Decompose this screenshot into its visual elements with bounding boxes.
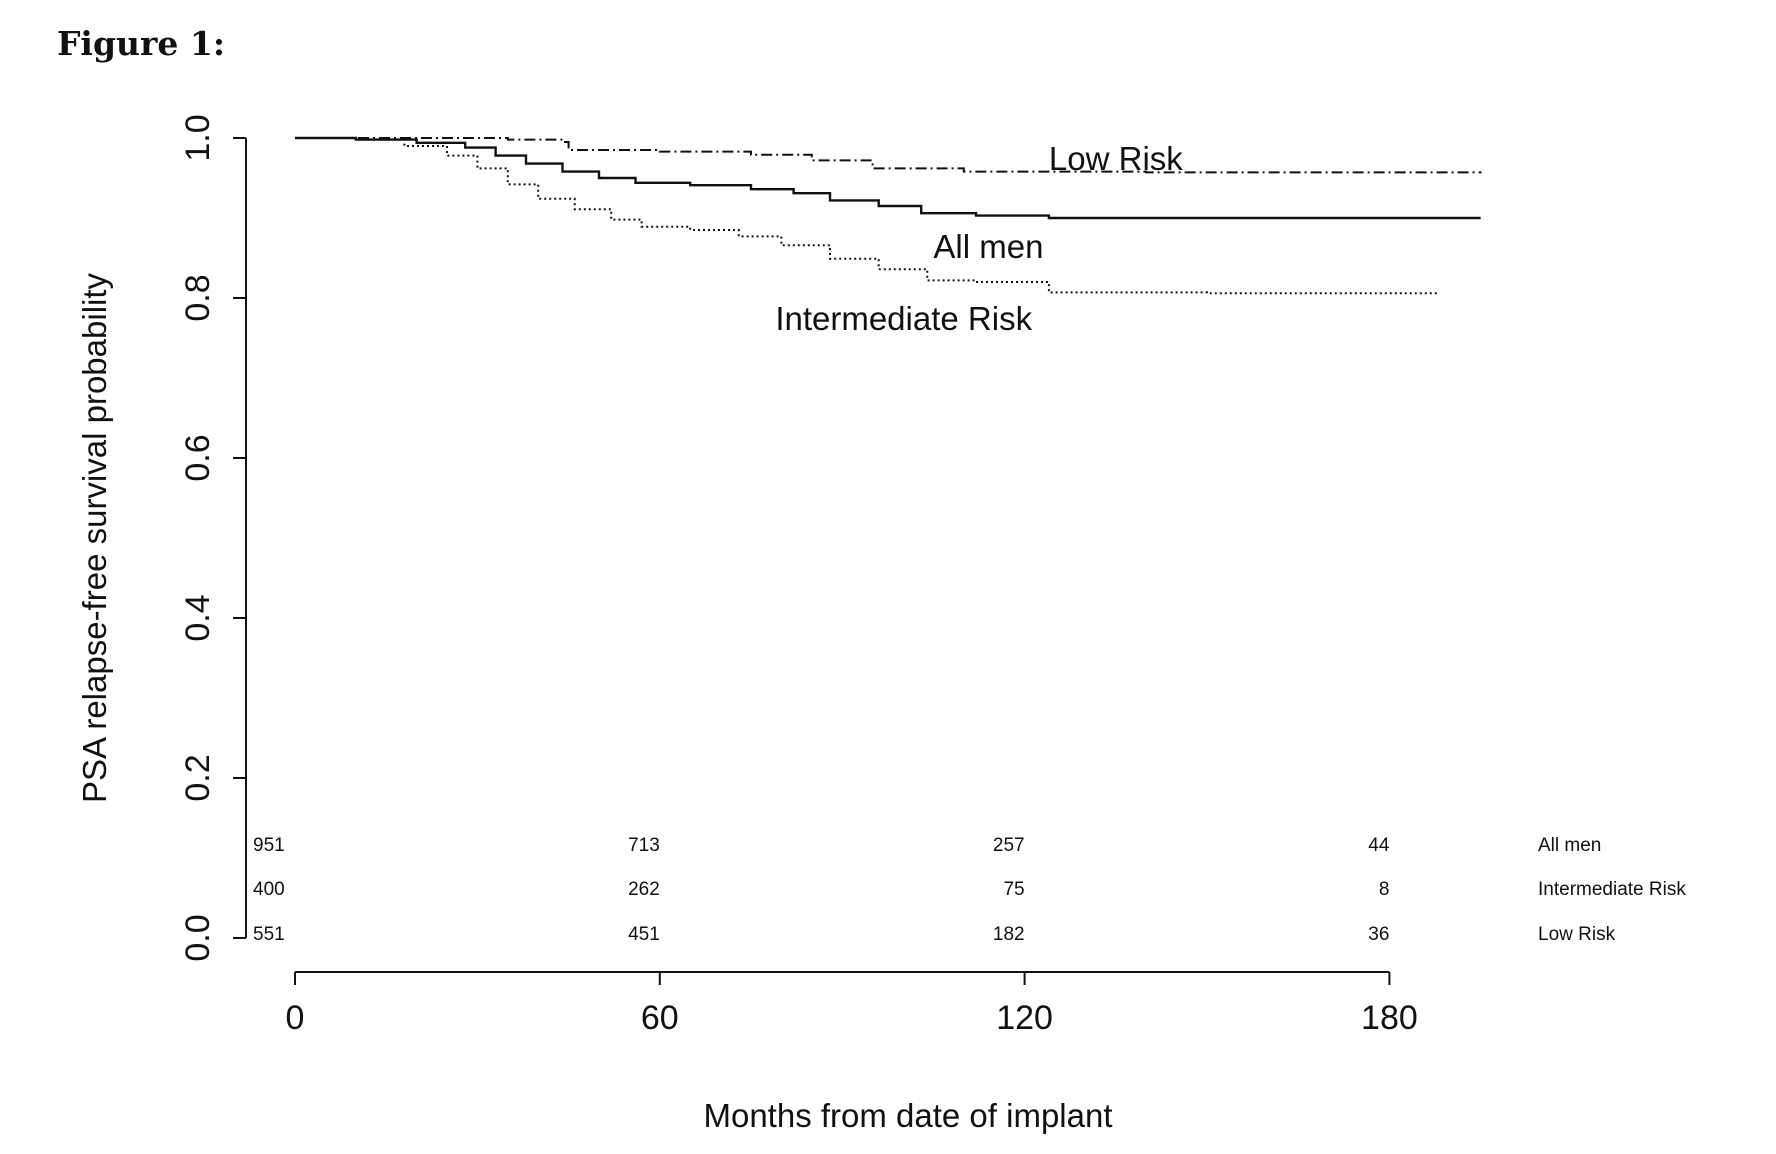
x-tick-label: 180 [1361, 999, 1418, 1037]
risk-count: 551 [253, 924, 285, 945]
risk-count: 182 [993, 924, 1025, 945]
risk-count: 44 [1368, 835, 1390, 856]
risk-row-label: All men [1538, 835, 1601, 856]
y-tick-label: 0.0 [179, 914, 217, 961]
risk-count: 713 [628, 835, 660, 856]
y-tick-label: 1.0 [179, 114, 217, 161]
risk-row-label: Low Risk [1538, 924, 1616, 945]
risk-count: 400 [253, 879, 285, 900]
y-axis-title: PSA relapse-free survival probability [76, 272, 113, 803]
risk-row-label: Intermediate Risk [1538, 879, 1686, 900]
risk-count: 257 [993, 835, 1025, 856]
risk-count: 262 [628, 879, 660, 900]
risk-count: 451 [628, 924, 660, 945]
y-tick-label: 0.6 [179, 434, 217, 481]
risk-count: 36 [1368, 924, 1389, 945]
x-axis-title: Months from date of implant [703, 1097, 1112, 1134]
x-tick-label: 120 [996, 999, 1053, 1037]
risk-count: 75 [1003, 879, 1024, 900]
y-tick-label: 0.4 [179, 594, 217, 641]
risk-count: 8 [1379, 879, 1390, 900]
curves [295, 136, 1482, 295]
axes: 0.0 0.2 0.4 0.6 0.8 1.0 0 60 120 180 [179, 114, 1418, 1037]
x-tick-label: 0 [286, 999, 305, 1037]
curve-label-intermediate-risk: Intermediate Risk [775, 300, 1032, 337]
y-tick-label: 0.8 [179, 274, 217, 321]
curve-labels: Low Risk All men Intermediate Risk [775, 140, 1183, 337]
curve-label-all-men: All men [933, 228, 1043, 265]
series-line-intermediate-risk [295, 137, 1438, 295]
x-tick-label: 60 [641, 999, 679, 1037]
risk-table: 951 713 257 44 All men 400 262 75 8 Intermediate … [253, 835, 1686, 945]
series-line-all-men [295, 136, 1481, 220]
y-tick-label: 0.2 [179, 754, 217, 801]
risk-count: 951 [253, 835, 285, 856]
curve-label-low-risk: Low Risk [1049, 140, 1183, 177]
series-line-low-risk [295, 137, 1482, 174]
figure-label: Figure 1: [57, 24, 226, 63]
